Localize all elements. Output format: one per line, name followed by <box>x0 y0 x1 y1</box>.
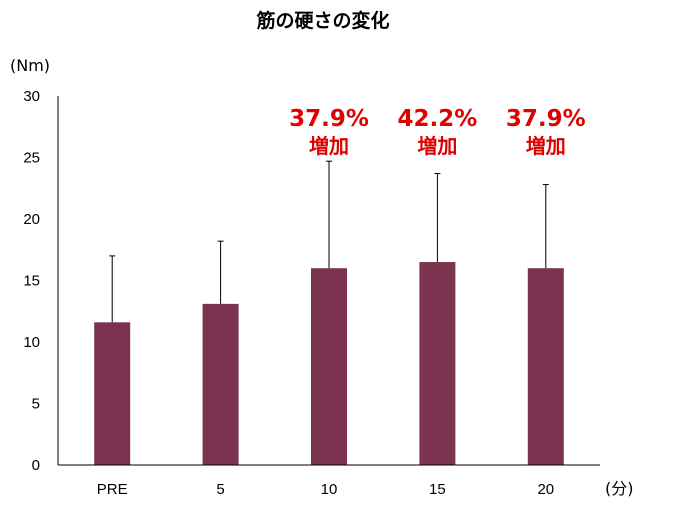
annotation-percent: 37.9% <box>506 106 586 132</box>
y-tick-label: 5 <box>32 396 40 413</box>
annotation-label: 増加 <box>309 134 349 158</box>
y-tick-label: 15 <box>23 273 40 290</box>
bars <box>94 262 564 465</box>
x-tick-label: PRE <box>97 481 128 498</box>
chart-title: 筋の硬さの変化 <box>256 9 389 32</box>
y-tick-label: 0 <box>32 457 40 474</box>
x-tick-label: 15 <box>429 481 446 498</box>
error-bars <box>109 160 549 323</box>
x-tick-label: 20 <box>537 481 554 498</box>
annotation-percent: 42.2% <box>398 106 478 132</box>
bar <box>94 322 131 465</box>
y-axis-unit-label: (Nm) <box>10 56 50 75</box>
x-axis-unit-label: (分) <box>605 479 634 498</box>
bar <box>419 262 456 465</box>
annotation-label: 増加 <box>526 134 566 158</box>
y-tick-label: 30 <box>23 88 40 105</box>
y-tick-label: 10 <box>23 334 40 351</box>
bar <box>202 303 239 465</box>
bar <box>527 268 564 465</box>
x-axis-ticks: PRE 5 10 15 20 <box>97 481 554 498</box>
y-axis-ticks: 0 5 10 15 20 25 30 <box>23 88 40 474</box>
x-tick-label: 10 <box>321 481 338 498</box>
annotation-label: 増加 <box>417 134 457 158</box>
annotation-percent: 37.9% <box>289 106 369 132</box>
bar <box>311 268 347 465</box>
y-tick-label: 25 <box>23 150 40 167</box>
x-tick-label: 5 <box>216 481 224 498</box>
y-tick-label: 20 <box>23 211 40 228</box>
